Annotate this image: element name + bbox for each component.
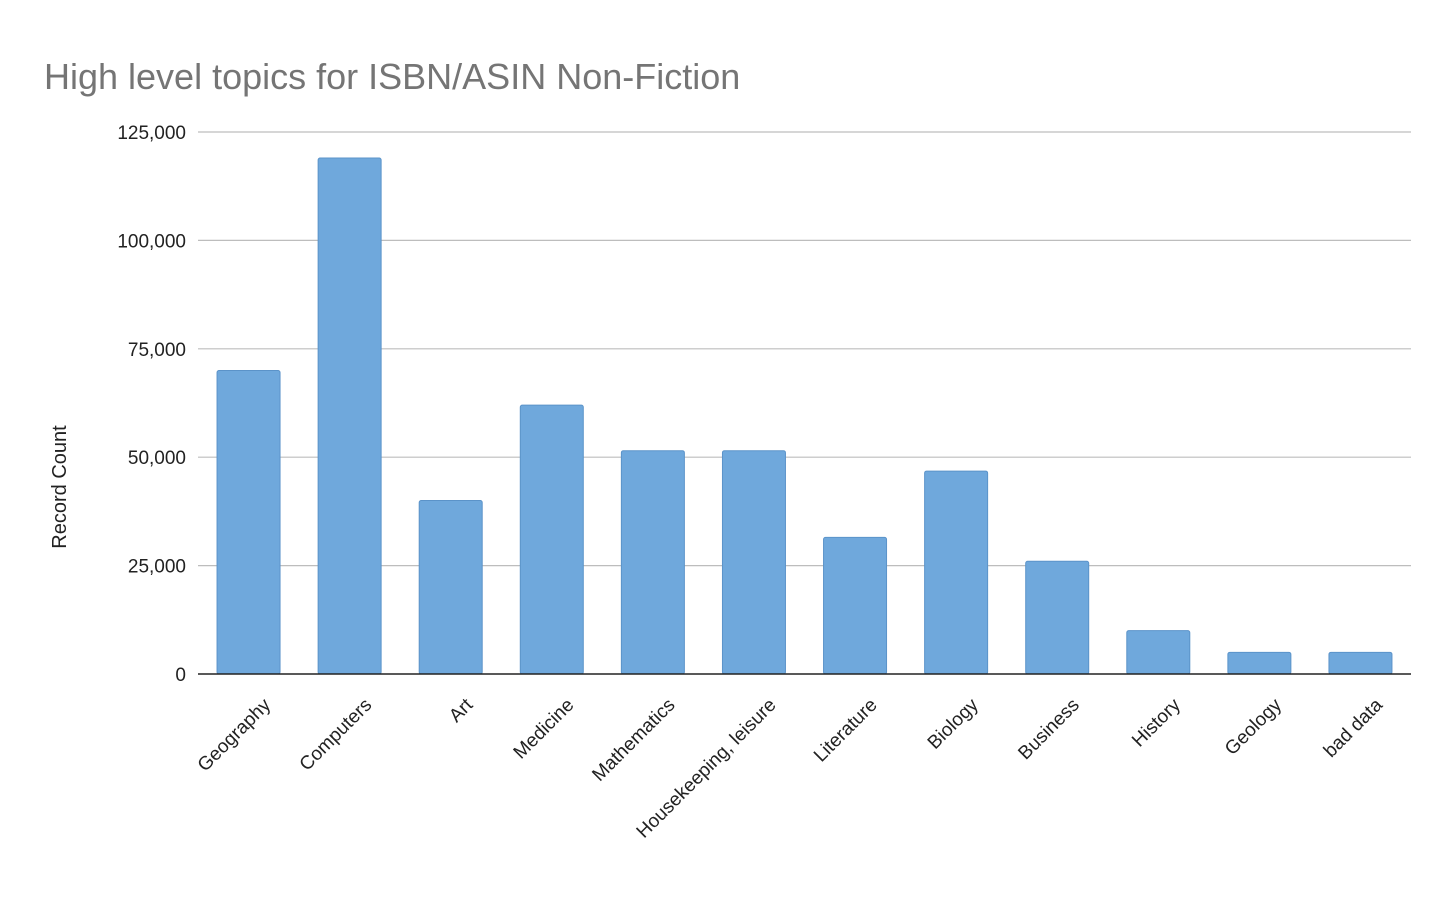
bar xyxy=(216,369,281,675)
y-tick-label: 0 xyxy=(175,665,186,686)
bar xyxy=(1328,651,1393,675)
x-tick-label: Literature xyxy=(810,695,882,767)
bar xyxy=(1025,560,1090,675)
x-axis-ticks: Geography Computers Art Medicine Mathematics… xyxy=(194,694,1388,842)
x-tick-label: Medicine xyxy=(510,695,579,764)
y-axis-ticks: 0 25,000 50,000 75,000 100,000 125,000 xyxy=(117,123,186,686)
x-tick-label: bad data xyxy=(1320,694,1387,761)
x-tick-label: History xyxy=(1128,694,1185,751)
bar xyxy=(1227,651,1292,675)
x-tick-label: Biology xyxy=(924,694,983,753)
x-tick-label: Mathematics xyxy=(588,695,679,786)
y-tick-label: 75,000 xyxy=(128,340,186,361)
y-tick-label: 25,000 xyxy=(128,557,186,578)
bar xyxy=(1126,630,1191,675)
y-tick-label: 50,000 xyxy=(128,448,186,469)
x-tick-label: Geology xyxy=(1221,694,1286,759)
x-tick-label: Geography xyxy=(194,694,276,776)
bar xyxy=(924,470,989,675)
gridlines xyxy=(198,131,1411,567)
y-tick-label: 125,000 xyxy=(117,123,186,144)
y-axis-title: Record Count xyxy=(49,425,71,549)
bar xyxy=(418,500,483,675)
x-tick-label: Business xyxy=(1014,695,1083,764)
bar xyxy=(823,536,888,675)
x-tick-label: Computers xyxy=(296,695,377,776)
bar xyxy=(317,157,382,675)
bar xyxy=(721,450,786,675)
chart-title: High level topics for ISBN/ASIN Non-Fict… xyxy=(44,56,741,97)
y-tick-label: 100,000 xyxy=(117,231,186,252)
x-tick-label: Art xyxy=(445,694,478,727)
bars xyxy=(216,157,1393,675)
bar xyxy=(519,404,584,675)
bar xyxy=(620,450,685,675)
